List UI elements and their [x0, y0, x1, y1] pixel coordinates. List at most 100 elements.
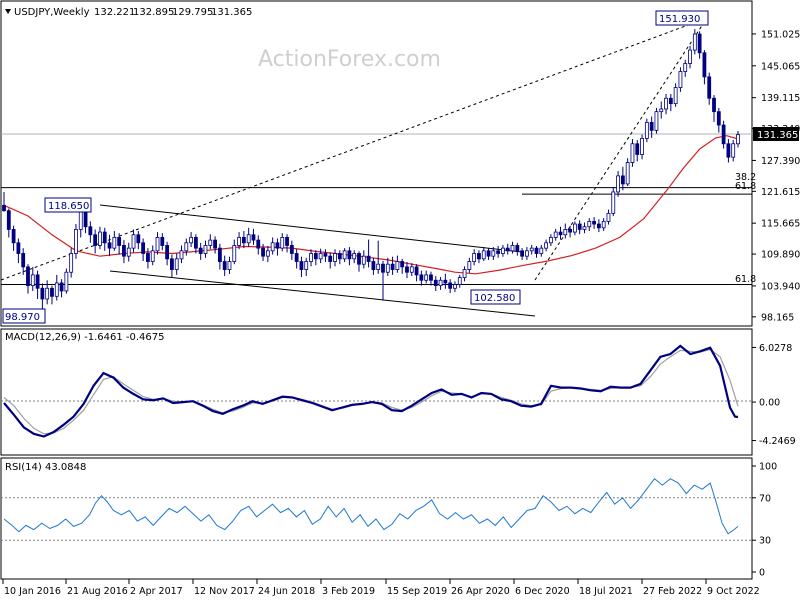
candle [664, 94, 668, 115]
candle [337, 250, 342, 265]
x-tick-label: 12 Nov 2017 [194, 586, 255, 597]
candle [189, 232, 193, 248]
swing-low-label: 102.580 [474, 293, 515, 304]
candle [88, 221, 93, 243]
dotted-trendline-short [534, 17, 708, 281]
candle [505, 243, 510, 255]
dropdown-triangle-icon[interactable] [5, 9, 11, 14]
swing-high-label-box [44, 197, 92, 213]
candle [170, 254, 174, 278]
fib-382-label: 38.2 [735, 172, 756, 183]
candle [429, 271, 433, 286]
rsi-tick-label: 100 [759, 462, 777, 473]
candle [659, 101, 664, 119]
candle [611, 187, 616, 217]
candle [477, 250, 481, 264]
candle [683, 59, 688, 77]
candle [241, 231, 246, 249]
high-value: 132.895 [133, 7, 174, 18]
candle [208, 234, 213, 250]
candle [721, 120, 726, 149]
candle [400, 258, 405, 274]
candle [21, 248, 26, 275]
candle [462, 266, 467, 282]
candle [577, 220, 582, 235]
price-tick-label: 127.390 [761, 156, 800, 167]
candle [457, 274, 462, 288]
channel-lower-line [109, 270, 536, 317]
candle [491, 247, 496, 260]
watermark: ActionForex.com [258, 47, 441, 72]
candle [385, 257, 390, 276]
candle [347, 247, 352, 266]
candle [481, 247, 486, 261]
candle [596, 219, 601, 233]
candle [117, 233, 122, 255]
candle [50, 285, 54, 305]
candle [448, 279, 453, 294]
candle [59, 279, 64, 298]
candle [64, 268, 69, 294]
x-tick-label: 9 Oct 2022 [707, 586, 760, 597]
candle [155, 232, 160, 255]
candle [146, 248, 150, 269]
macd-label: MACD(12,26,9) -1.6461 -0.4675 [5, 332, 165, 343]
last-price-value: 131.365 [757, 130, 798, 141]
candle [357, 251, 361, 272]
candle [649, 116, 654, 138]
candle [102, 227, 107, 251]
candle [217, 243, 222, 270]
candle [616, 171, 620, 197]
candle [256, 235, 261, 255]
candle [381, 260, 385, 301]
candle [592, 217, 596, 229]
price-tick-label: 98.165 [761, 312, 794, 323]
candle [184, 238, 189, 256]
candle [515, 242, 520, 256]
candle [390, 256, 395, 275]
rsi-line [3, 477, 739, 535]
candle [26, 264, 30, 294]
open-value: 132.221 [94, 7, 135, 18]
candle [544, 239, 549, 252]
candle [2, 191, 6, 212]
candle [587, 218, 592, 232]
candle [328, 252, 333, 269]
candle [405, 262, 409, 279]
swing-high-label: 118.650 [48, 201, 89, 212]
candle [232, 239, 237, 265]
candle [692, 29, 697, 55]
candle [131, 229, 136, 253]
candle [443, 273, 448, 289]
moving-average-line [3, 135, 739, 275]
candle [582, 222, 587, 234]
candle [736, 130, 740, 148]
candle [640, 134, 644, 160]
x-tick-label: 21 Aug 2016 [67, 586, 128, 597]
fib-618-lower-label: 61.8 [735, 274, 756, 285]
x-tick-label: 6 Dec 2020 [515, 586, 570, 597]
macd-tick-label: 0.00 [759, 398, 780, 409]
candle [299, 256, 304, 278]
symbol-label: USDJPY,Weekly [14, 7, 90, 18]
candle [496, 246, 501, 258]
candle [174, 253, 179, 275]
candle [572, 221, 577, 236]
candle [54, 274, 59, 301]
candle [553, 228, 558, 241]
x-axis: 10 Jan 2016 21 Aug 2016 2 Apr 2017 12 Nov 2… [2, 579, 760, 597]
last-price-tag [753, 127, 799, 141]
candle [309, 249, 313, 267]
candle [712, 95, 716, 122]
candle [568, 225, 572, 238]
candle [668, 94, 673, 112]
rsi-tick-label: 30 [759, 536, 771, 547]
high-label-box [655, 10, 709, 26]
price-panel: ActionForex.com 151.025145.065139.115133… [0, 0, 800, 327]
candle [486, 248, 491, 260]
candle [294, 249, 299, 269]
candle [16, 238, 21, 264]
candle [193, 234, 198, 254]
rsi-panel: RSI(14) 43.0848 100 70 30 0 [0, 457, 777, 580]
price-tick-label: 139.115 [761, 93, 800, 104]
